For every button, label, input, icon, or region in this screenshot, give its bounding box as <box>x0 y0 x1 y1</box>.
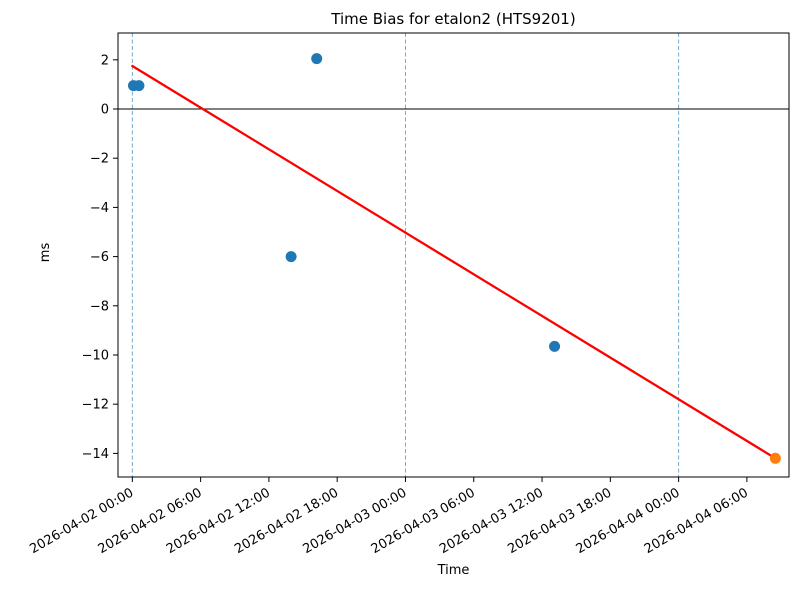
series-latest-observation <box>769 452 781 464</box>
data-point <box>133 80 145 92</box>
chart-title: Time Bias for etalon2 (HTS9201) <box>331 10 576 28</box>
y-tick-label: −10 <box>82 348 109 363</box>
y-tick-label: 0 <box>101 103 109 118</box>
x-axis-label: Time <box>437 563 470 578</box>
y-axis-label: ms <box>38 242 54 263</box>
axes-spines <box>117 32 790 478</box>
trend-line <box>131 64 777 460</box>
y-tick-label: −6 <box>90 250 109 265</box>
y-tick-label: 2 <box>101 53 109 68</box>
y-axis-ticks: 2 0 −2 −4 −6 −8 −10 −12 −14 <box>82 53 118 462</box>
data-point <box>769 452 781 464</box>
data-point <box>549 340 561 352</box>
data-point <box>311 53 323 65</box>
y-tick-label: −2 <box>90 152 109 167</box>
day-boundary-gridlines <box>131 33 680 477</box>
data-point <box>285 251 297 263</box>
y-tick-label: −8 <box>90 299 109 314</box>
y-tick-label: −12 <box>82 398 109 413</box>
series-time-bias-observations <box>127 53 561 352</box>
y-tick-label: −14 <box>82 447 109 462</box>
y-tick-label: −4 <box>90 201 109 216</box>
